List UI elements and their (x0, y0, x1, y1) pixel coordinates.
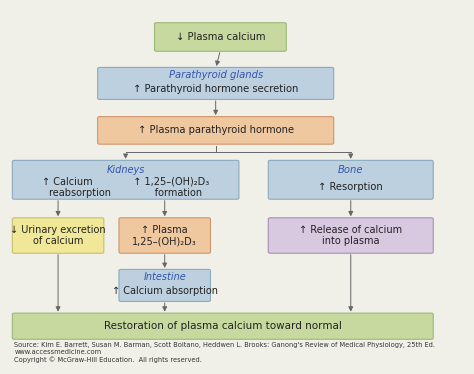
FancyBboxPatch shape (12, 218, 104, 253)
Text: Bone: Bone (338, 165, 364, 175)
FancyBboxPatch shape (98, 117, 334, 144)
FancyBboxPatch shape (12, 313, 433, 339)
Text: ↑ Plasma parathyroid hormone: ↑ Plasma parathyroid hormone (137, 125, 294, 135)
Text: Parathyroid glands: Parathyroid glands (169, 70, 263, 80)
Text: ↓ Plasma calcium: ↓ Plasma calcium (176, 32, 265, 42)
Text: ↑ Release of calcium
into plasma: ↑ Release of calcium into plasma (299, 225, 402, 246)
Text: ↑ Calcium absorption: ↑ Calcium absorption (112, 286, 218, 296)
FancyBboxPatch shape (12, 160, 239, 199)
Text: Source: Kim E. Barrett, Susan M. Barman, Scott Boitano, Heddwen L. Brooks: Ganon: Source: Kim E. Barrett, Susan M. Barman,… (14, 342, 435, 363)
FancyBboxPatch shape (268, 218, 433, 253)
Text: Kidneys: Kidneys (107, 165, 145, 175)
FancyBboxPatch shape (98, 67, 334, 99)
Text: ↑ Plasma
1,25–(OH)₂D₃: ↑ Plasma 1,25–(OH)₂D₃ (132, 225, 197, 246)
Text: ↓ Urinary excretion
of calcium: ↓ Urinary excretion of calcium (10, 225, 106, 246)
Text: ↑ Resorption: ↑ Resorption (319, 182, 383, 192)
Text: ↑ Parathyroid hormone secretion: ↑ Parathyroid hormone secretion (133, 84, 298, 94)
FancyBboxPatch shape (268, 160, 433, 199)
FancyBboxPatch shape (155, 23, 286, 51)
Text: Intestine: Intestine (143, 272, 186, 282)
FancyBboxPatch shape (119, 269, 210, 301)
FancyBboxPatch shape (119, 218, 210, 253)
Text: Restoration of plasma calcium toward normal: Restoration of plasma calcium toward nor… (104, 321, 342, 331)
Text: ↑ Calcium             ↑ 1,25–(OH)₂D₃
reabsorption              formation: ↑ Calcium ↑ 1,25–(OH)₂D₃ reabsorption fo… (42, 176, 209, 198)
